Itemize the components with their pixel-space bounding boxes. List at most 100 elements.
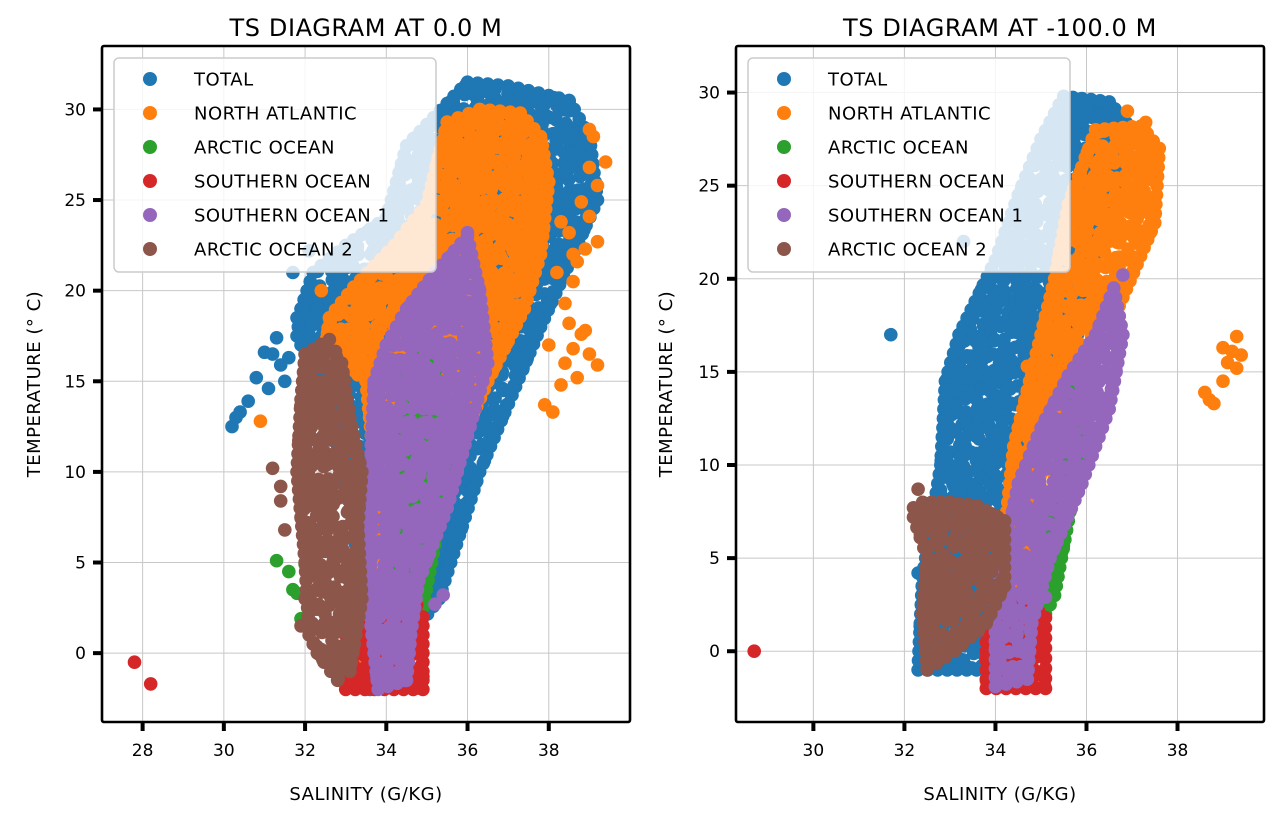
data-point (491, 78, 505, 92)
data-point (412, 427, 427, 441)
x-tick-label: 36 (457, 741, 479, 761)
data-point (405, 373, 420, 388)
data-point (420, 459, 434, 473)
y-tick-label: 5 (75, 554, 86, 574)
data-point-outlier (261, 381, 276, 396)
data-point (372, 610, 387, 624)
data-point (456, 347, 471, 361)
data-point (304, 459, 319, 473)
data-point-outlier (542, 338, 556, 352)
series-arctic-ocean-2-points (265, 332, 369, 688)
data-point (513, 106, 528, 120)
data-point-outlier (265, 461, 280, 476)
data-point (450, 126, 465, 140)
data-point (336, 617, 351, 631)
y-tick-label: 10 (64, 463, 86, 483)
data-point-outlier (578, 323, 593, 338)
data-point-outlier (249, 370, 264, 385)
data-point (988, 456, 1003, 471)
data-point-outlier (265, 347, 280, 361)
data-point-outlier (558, 296, 572, 311)
data-point (322, 311, 337, 325)
data-point-outlier (253, 414, 268, 429)
data-point-outlier (269, 553, 284, 568)
data-point-outlier (314, 642, 329, 657)
data-point-outlier (428, 597, 442, 611)
data-point (494, 270, 509, 285)
data-point (483, 103, 497, 118)
data-point (472, 102, 487, 117)
data-point (467, 357, 481, 371)
data-point (487, 391, 501, 406)
legend-marker-southern-ocean (143, 174, 157, 188)
x-tick-label: 28 (132, 741, 154, 761)
data-point (387, 522, 401, 536)
data-point-outlier (558, 356, 572, 371)
ts-100m-scatter-points (747, 89, 1248, 696)
data-point-outlier (566, 341, 580, 356)
data-point (411, 442, 425, 457)
data-point (482, 156, 497, 171)
data-point-outlier (269, 331, 284, 345)
ts-0m-plot-frame (100, 44, 632, 724)
data-point (438, 322, 452, 336)
data-point-outlier (582, 160, 597, 175)
data-point (462, 106, 476, 121)
data-point (542, 88, 556, 103)
legend-label-arctic-ocean: ARCTIC OCEAN (194, 138, 335, 159)
data-point-outlier (282, 564, 296, 579)
legend-label-southern-ocean-1: SOUTHERN OCEAN 1 (194, 206, 389, 227)
data-point-outlier (554, 378, 568, 392)
data-point (451, 111, 465, 125)
ts-0m-ylabel: TEMPERATURE (° C) (24, 291, 45, 478)
data-point (562, 93, 576, 108)
data-point (327, 477, 341, 491)
data-point (972, 432, 986, 446)
data-point-outlier (562, 316, 576, 331)
data-point-outlier (456, 238, 471, 253)
data-point (481, 77, 495, 91)
data-point-outlier (298, 592, 312, 606)
data-point-outlier (416, 669, 430, 684)
data-point (314, 501, 329, 515)
data-point (334, 356, 349, 371)
data-point (988, 303, 1003, 318)
data-point (358, 682, 372, 697)
data-point (1021, 336, 1035, 351)
data-point (483, 200, 497, 214)
legend-marker-southern-ocean-1 (143, 208, 157, 222)
data-point-outlier (314, 283, 329, 298)
x-tick-label: 34 (375, 741, 397, 761)
data-point-outlier (367, 378, 381, 392)
data-point (328, 344, 343, 359)
data-point-outlier (273, 494, 288, 508)
data-point (326, 497, 341, 511)
legend-label-total: TOTAL (193, 70, 254, 91)
data-point-outlier (290, 311, 304, 325)
ts-0m-title: TS DIAGRAM AT 0.0 M (229, 14, 503, 42)
legend-marker-arctic-ocean-2 (143, 242, 157, 256)
data-point (494, 251, 509, 266)
data-point (515, 126, 530, 141)
data-point-outlier (282, 350, 296, 365)
data-point (484, 227, 499, 242)
x-tick-label: 30 (213, 741, 235, 761)
data-point (412, 468, 427, 482)
legend-marker-total (143, 72, 157, 86)
legend-label-southern-ocean: SOUTHERN OCEAN (194, 172, 371, 193)
data-point-outlier (278, 523, 292, 537)
data-point (980, 349, 995, 364)
data-point (470, 76, 485, 90)
legend-marker-arctic-ocean (143, 140, 157, 154)
data-point-outlier (566, 247, 580, 262)
data-point (348, 682, 363, 697)
data-point (503, 105, 517, 119)
data-point (380, 658, 394, 673)
legend-marker-north-atlantic (143, 106, 157, 120)
data-point-outlier (582, 347, 597, 361)
